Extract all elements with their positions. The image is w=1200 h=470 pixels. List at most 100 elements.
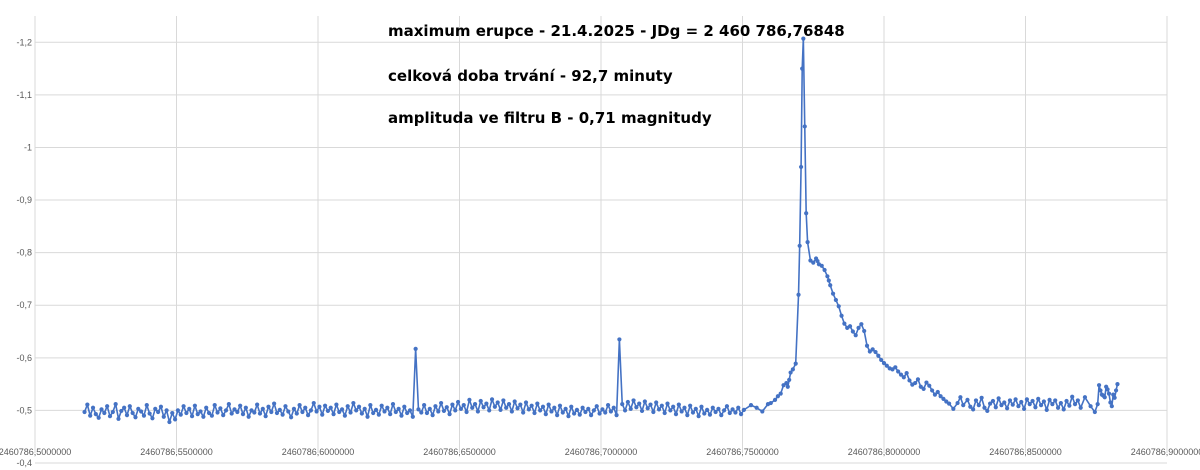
- data-point: [1112, 395, 1117, 400]
- data-point: [679, 409, 684, 414]
- data-point: [850, 329, 855, 334]
- data-point: [896, 369, 901, 374]
- data-point: [107, 414, 113, 419]
- data-point: [586, 406, 591, 411]
- data-point: [495, 400, 500, 405]
- data-point: [472, 402, 478, 407]
- data-point: [410, 414, 415, 419]
- data-point: [195, 411, 200, 417]
- data-point: [221, 413, 226, 418]
- data-point: [583, 409, 588, 415]
- data-point: [935, 389, 940, 395]
- data-point: [904, 370, 909, 376]
- annotation-amplitude: amplituda ve filtru B - 0,71 magnitudy: [388, 109, 712, 127]
- data-point: [819, 263, 824, 268]
- data-point: [620, 402, 625, 407]
- data-point: [535, 401, 540, 406]
- data-point: [272, 401, 277, 406]
- y-tick-label: -0,5: [16, 405, 32, 415]
- data-point: [955, 400, 960, 406]
- data-point: [778, 391, 783, 396]
- gridlines: [34, 16, 1168, 464]
- data-point: [430, 413, 435, 418]
- data-point: [800, 66, 805, 71]
- data-point: [433, 404, 438, 409]
- data-point: [847, 324, 853, 329]
- x-tick-label: 2460786,8500000: [989, 447, 1062, 457]
- data-point: [396, 406, 401, 411]
- data-point: [351, 400, 356, 406]
- data-point: [342, 413, 347, 418]
- data-point: [405, 410, 410, 416]
- data-point: [368, 403, 373, 408]
- data-point: [784, 380, 789, 386]
- data-point: [979, 395, 984, 400]
- data-point: [665, 401, 670, 406]
- data-point: [1044, 407, 1049, 412]
- data-point: [682, 405, 687, 410]
- data-point: [1055, 405, 1061, 410]
- data-point: [879, 357, 884, 363]
- data-point: [198, 409, 203, 414]
- data-point: [826, 278, 831, 283]
- data-point: [589, 413, 594, 418]
- data-point: [274, 410, 280, 416]
- data-point: [1041, 399, 1046, 404]
- data-point: [453, 408, 458, 413]
- data-point: [733, 410, 738, 415]
- data-point: [373, 407, 379, 412]
- data-point: [458, 406, 464, 411]
- data-point: [594, 404, 599, 409]
- data-point: [932, 392, 938, 397]
- data-point: [201, 414, 206, 419]
- data-point: [787, 377, 792, 383]
- data-point: [546, 402, 551, 407]
- data-point: [306, 413, 311, 418]
- data-point: [805, 240, 810, 245]
- data-point: [822, 267, 827, 273]
- data-point: [637, 401, 642, 406]
- data-point: [512, 399, 517, 404]
- data-point: [393, 409, 398, 415]
- y-tick-label: -1: [24, 142, 32, 152]
- data-point: [119, 408, 124, 414]
- data-point: [532, 410, 537, 416]
- data-point: [1019, 399, 1024, 405]
- data-point: [748, 403, 754, 408]
- data-point: [645, 406, 650, 411]
- data-point: [105, 404, 110, 409]
- data-point: [839, 313, 844, 318]
- data-point: [189, 414, 195, 419]
- data-point: [187, 406, 192, 411]
- data-point: [218, 406, 223, 411]
- data-point: [760, 409, 765, 414]
- data-point: [320, 412, 325, 417]
- y-tick-label: -0,6: [16, 353, 32, 363]
- data-point: [255, 402, 260, 407]
- data-point: [526, 407, 531, 412]
- data-point: [1036, 396, 1041, 401]
- data-point: [688, 403, 693, 408]
- data-point: [427, 406, 432, 411]
- data-point: [1061, 407, 1066, 412]
- data-point: [702, 411, 707, 416]
- data-point: [574, 407, 580, 412]
- data-point: [308, 408, 314, 413]
- data-point: [223, 408, 229, 413]
- data-point: [209, 413, 214, 418]
- data-point: [685, 413, 690, 418]
- data-point: [965, 397, 970, 402]
- data-point: [1072, 402, 1078, 407]
- data-point: [291, 406, 297, 411]
- data-point: [371, 410, 376, 416]
- data-point: [1111, 392, 1116, 397]
- data-point: [676, 402, 681, 407]
- data-point: [648, 402, 653, 407]
- x-tick-label: 2460786,7500000: [706, 447, 779, 457]
- data-point: [705, 407, 710, 412]
- annotations: maximum erupce - 21.4.2025 - JDg = 2 460…: [388, 22, 845, 127]
- data-point: [968, 404, 973, 409]
- data-point: [642, 399, 647, 404]
- data-point: [501, 398, 506, 403]
